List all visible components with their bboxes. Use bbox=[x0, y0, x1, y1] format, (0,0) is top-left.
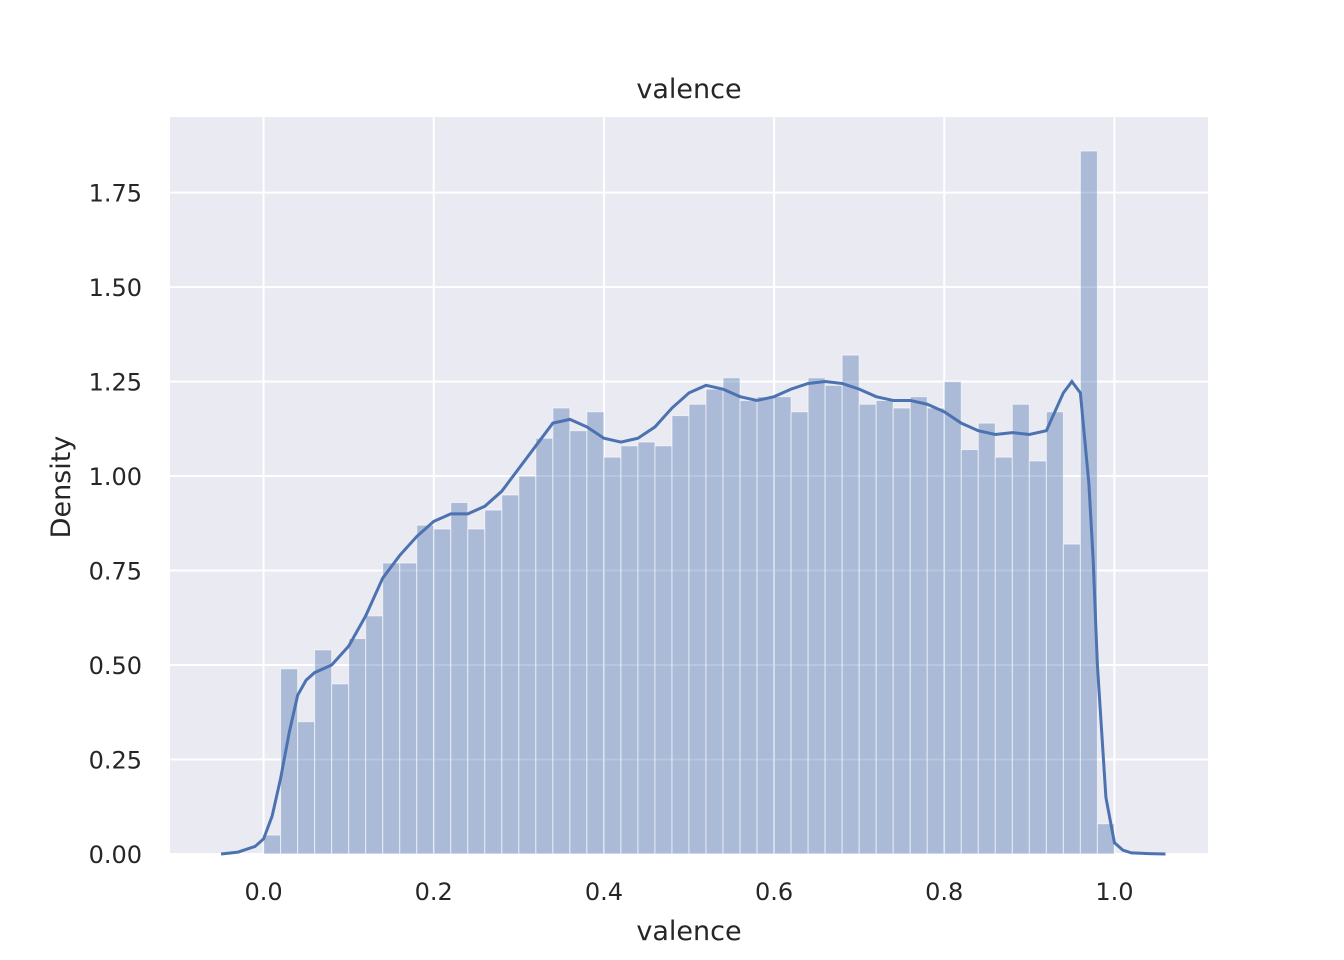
histogram-bar bbox=[926, 407, 945, 855]
histogram-bar bbox=[518, 475, 537, 855]
y-tick-label: 1.50 bbox=[89, 274, 142, 302]
histogram-bar bbox=[739, 399, 758, 855]
x-tick-label: 0.0 bbox=[245, 878, 283, 906]
x-tick-label: 0.6 bbox=[755, 878, 793, 906]
histogram-bar bbox=[586, 411, 605, 855]
histogram-bar bbox=[1045, 411, 1064, 855]
histogram-bar bbox=[960, 449, 979, 855]
histogram-bar bbox=[671, 415, 690, 855]
histogram-bar bbox=[688, 403, 707, 855]
histogram-bar bbox=[841, 354, 860, 855]
histogram-bar bbox=[552, 407, 571, 855]
histogram-bar bbox=[501, 494, 520, 855]
x-tick-label: 0.2 bbox=[415, 878, 453, 906]
histogram-bar bbox=[875, 399, 894, 855]
chart-title: valence bbox=[636, 74, 741, 105]
histogram-bar bbox=[450, 502, 469, 855]
histogram-bar bbox=[365, 615, 384, 855]
histogram-bar bbox=[348, 638, 367, 855]
histogram-bar bbox=[637, 441, 656, 855]
histogram-bar bbox=[331, 683, 350, 855]
histogram-bars bbox=[263, 150, 1115, 855]
histogram-bar bbox=[620, 445, 639, 855]
histogram-bar bbox=[399, 562, 418, 855]
histogram-bar bbox=[790, 411, 809, 855]
histogram-bar bbox=[858, 403, 877, 855]
histogram-bar bbox=[654, 445, 673, 855]
x-tick-label: 0.8 bbox=[925, 878, 963, 906]
y-tick-label: 1.25 bbox=[89, 369, 142, 397]
histogram-bar bbox=[603, 456, 622, 855]
histogram-bar bbox=[773, 396, 792, 855]
histogram-bar bbox=[807, 377, 826, 855]
x-tick-label: 0.4 bbox=[585, 878, 623, 906]
y-axis-title: Density bbox=[46, 436, 77, 539]
histogram-bar bbox=[433, 528, 452, 855]
y-tick-label: 0.50 bbox=[89, 652, 142, 680]
histogram-bar bbox=[382, 562, 401, 855]
histogram-bar bbox=[535, 437, 554, 855]
histogram-bar bbox=[416, 524, 435, 855]
histogram-bar bbox=[977, 422, 996, 855]
y-axis-ticks: 0.00 0.25 0.50 0.75 1.00 1.25 1.50 1.75 bbox=[89, 180, 142, 869]
histogram-bar bbox=[314, 649, 333, 855]
histogram-bar bbox=[705, 388, 724, 855]
y-tick-label: 0.00 bbox=[89, 841, 142, 869]
histogram-bar bbox=[297, 721, 316, 855]
histogram-bar bbox=[892, 407, 911, 855]
y-tick-label: 1.00 bbox=[89, 463, 142, 491]
histogram-bar bbox=[1028, 460, 1047, 855]
histogram-bar bbox=[484, 509, 503, 855]
y-tick-label: 0.25 bbox=[89, 747, 142, 775]
x-axis-title: valence bbox=[636, 916, 741, 947]
kde-curve bbox=[220, 379, 1166, 856]
histogram-bar bbox=[824, 384, 843, 855]
histogram-bar bbox=[467, 528, 486, 855]
x-tick-label: 1.0 bbox=[1095, 878, 1133, 906]
histogram-bar bbox=[569, 430, 588, 855]
x-axis-ticks: 0.0 0.2 0.4 0.6 0.8 1.0 bbox=[245, 878, 1134, 906]
y-tick-label: 0.75 bbox=[89, 558, 142, 586]
histogram-bar bbox=[1011, 403, 1030, 855]
y-tick-label: 1.75 bbox=[89, 180, 142, 208]
histogram-bar bbox=[943, 381, 962, 855]
histogram-bar bbox=[1062, 543, 1081, 855]
histogram-bar bbox=[263, 834, 282, 855]
histogram-bar bbox=[909, 396, 928, 855]
histogram-bar bbox=[756, 396, 775, 855]
histogram-bar bbox=[722, 377, 741, 855]
histogram-bar bbox=[994, 456, 1013, 855]
